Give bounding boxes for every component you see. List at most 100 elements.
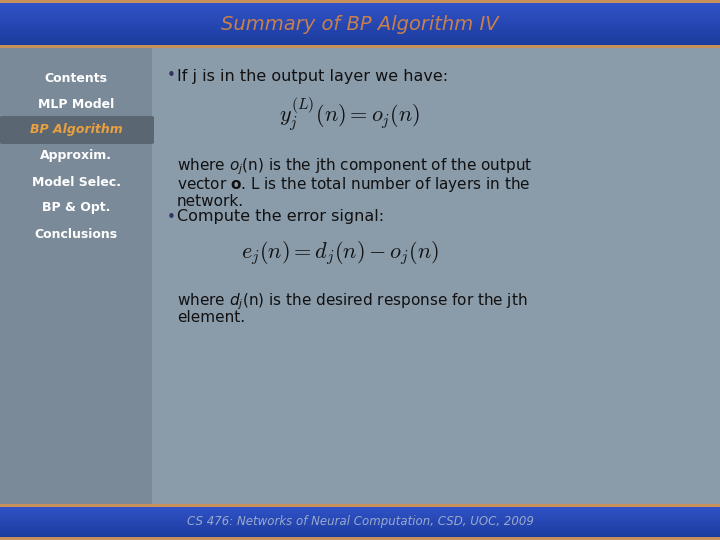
Text: Model Selec.: Model Selec.	[32, 176, 120, 188]
Bar	[0, 17, 720, 19]
Text: MLP Model: MLP Model	[38, 98, 114, 111]
Bar	[0, 504, 720, 506]
Bar	[0, 533, 720, 535]
Text: network.: network.	[177, 194, 244, 209]
Bar	[0, 6, 720, 9]
Bar	[0, 538, 720, 540]
Bar	[0, 524, 720, 525]
Bar	[0, 537, 720, 540]
Bar	[0, 0, 720, 3]
Text: Conclusions: Conclusions	[35, 227, 117, 240]
Text: Summary of BP Algorithm IV: Summary of BP Algorithm IV	[221, 15, 499, 33]
Bar	[0, 48, 720, 504]
Bar	[0, 19, 720, 21]
Bar	[0, 21, 720, 23]
Bar	[0, 28, 720, 30]
Text: •: •	[167, 210, 176, 225]
Bar	[0, 3, 720, 5]
Bar	[0, 26, 720, 28]
Bar	[0, 536, 720, 537]
Bar	[0, 530, 720, 531]
Bar	[0, 505, 720, 507]
Bar	[0, 509, 720, 510]
Bar	[0, 24, 720, 25]
Bar	[0, 40, 720, 42]
Bar	[0, 27, 720, 29]
Bar	[0, 36, 720, 37]
Bar	[0, 537, 720, 538]
Bar	[0, 512, 720, 514]
Text: where $o_j$(n) is the jth component of the output: where $o_j$(n) is the jth component of t…	[177, 156, 532, 177]
Bar	[0, 516, 720, 517]
Bar	[0, 32, 720, 33]
Bar	[0, 515, 720, 517]
Bar	[0, 11, 720, 13]
Bar	[0, 22, 720, 24]
Text: BP Algorithm: BP Algorithm	[30, 124, 122, 137]
Bar	[0, 518, 720, 519]
Bar	[0, 504, 720, 507]
Bar	[0, 31, 720, 32]
Bar	[0, 33, 720, 35]
Bar	[0, 523, 720, 525]
Bar	[0, 45, 720, 47]
Bar	[0, 43, 720, 44]
Bar	[0, 1, 720, 2]
Bar	[0, 14, 720, 16]
Bar	[0, 13, 720, 15]
Bar	[0, 511, 720, 513]
Bar	[0, 506, 720, 508]
Text: vector $\mathbf{o}$. L is the total number of layers in the: vector $\mathbf{o}$. L is the total numb…	[177, 175, 531, 194]
Bar	[0, 46, 720, 48]
Bar	[0, 2, 720, 4]
FancyBboxPatch shape	[0, 116, 154, 144]
Bar	[0, 521, 720, 522]
Bar	[0, 0, 720, 1]
Bar	[0, 4, 720, 6]
Text: Contents: Contents	[45, 71, 107, 84]
Bar	[0, 10, 720, 12]
Bar	[0, 503, 720, 505]
Bar	[0, 519, 720, 520]
Bar	[0, 30, 720, 31]
Text: element.: element.	[177, 310, 245, 325]
Bar	[0, 526, 720, 528]
Text: $e_j(n) = d_j(n) - o_j(n)$: $e_j(n) = d_j(n) - o_j(n)$	[241, 239, 439, 267]
Text: Approxim.: Approxim.	[40, 150, 112, 163]
Bar	[0, 507, 720, 509]
Bar	[0, 511, 720, 512]
Text: •: •	[167, 69, 176, 84]
Bar	[0, 5, 720, 7]
Text: where $d_j$(n) is the desired response for the jth: where $d_j$(n) is the desired response f…	[177, 291, 528, 312]
Text: Compute the error signal:: Compute the error signal:	[177, 210, 384, 225]
Bar	[0, 510, 720, 511]
Bar	[0, 534, 720, 536]
Bar	[0, 538, 720, 539]
Bar	[0, 25, 720, 26]
Bar	[0, 531, 720, 533]
Bar	[0, 522, 720, 524]
Bar	[0, 38, 720, 39]
Bar	[0, 39, 720, 41]
Bar	[0, 517, 720, 518]
Bar	[0, 15, 720, 17]
Bar	[0, 532, 720, 534]
Bar	[0, 9, 720, 11]
Bar	[0, 42, 720, 43]
Bar	[0, 528, 720, 529]
Bar	[0, 44, 720, 45]
Text: $y_j^{(L)}(n) = o_j(n)$: $y_j^{(L)}(n) = o_j(n)$	[279, 95, 420, 133]
Bar	[0, 16, 720, 18]
Bar	[0, 508, 720, 509]
Bar	[0, 519, 720, 521]
Bar	[0, 529, 720, 530]
Bar	[0, 45, 720, 48]
Bar	[0, 522, 720, 523]
Bar	[0, 20, 720, 22]
Bar	[0, 514, 720, 516]
Bar	[0, 8, 720, 10]
Bar	[0, 535, 720, 536]
Bar	[0, 530, 720, 532]
Text: CS 476: Networks of Neural Computation, CSD, UOC, 2009: CS 476: Networks of Neural Computation, …	[186, 516, 534, 529]
Text: BP & Opt.: BP & Opt.	[42, 201, 110, 214]
